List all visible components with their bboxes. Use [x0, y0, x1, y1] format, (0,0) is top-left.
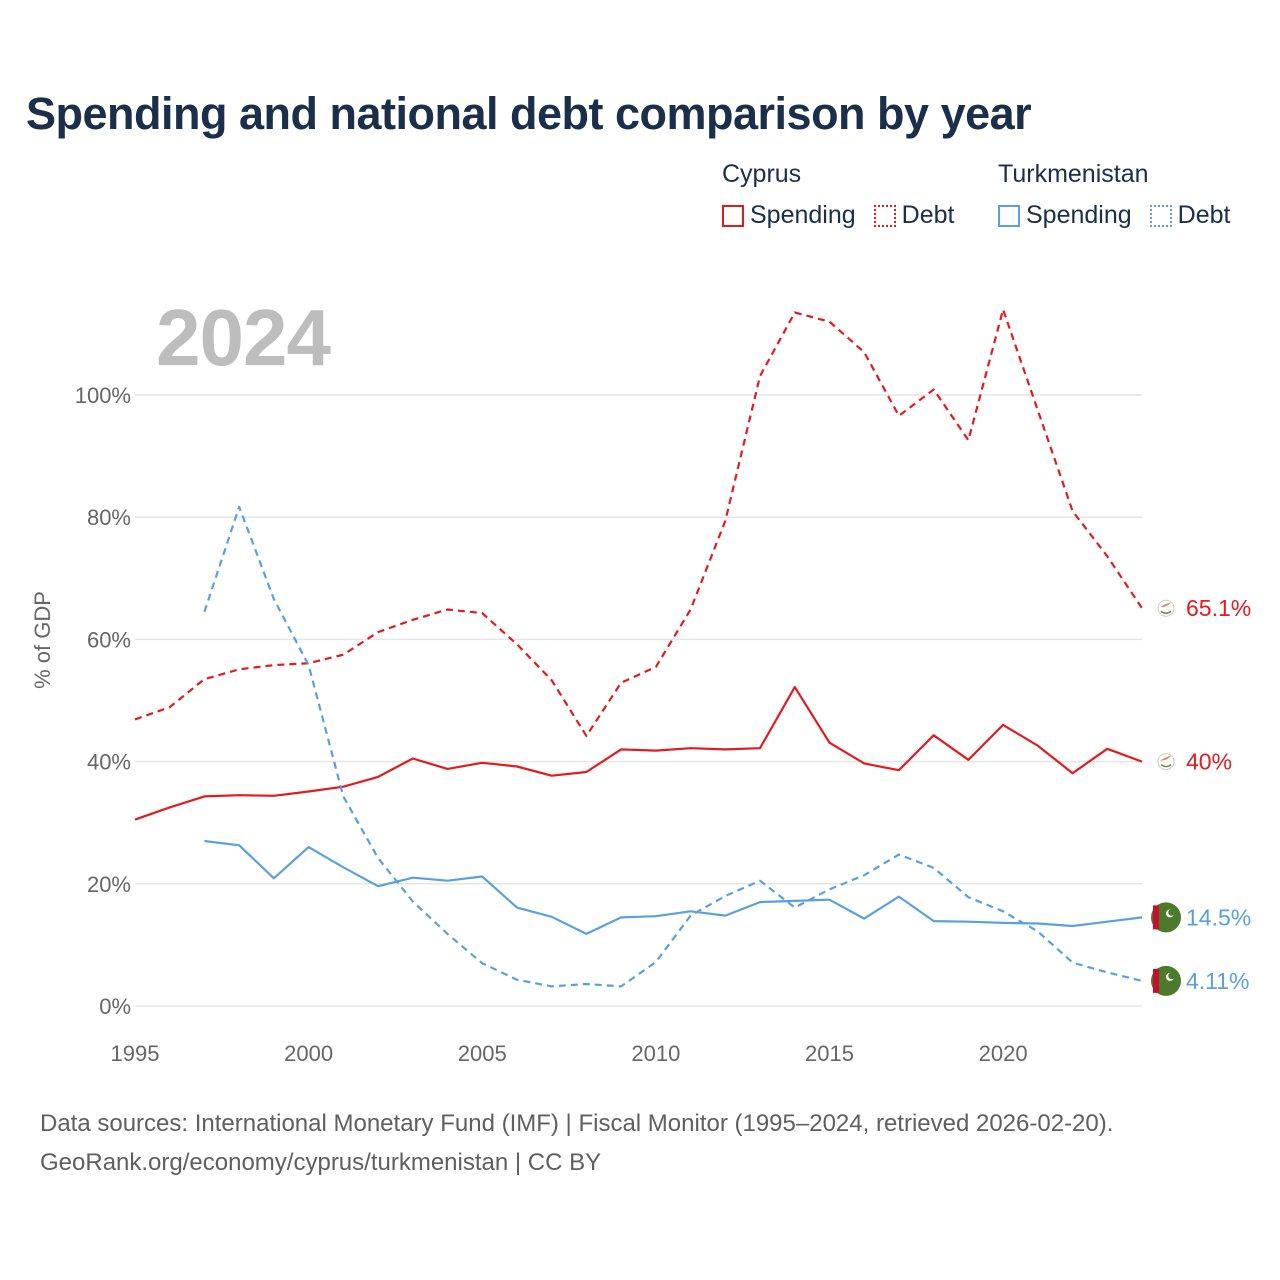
current-year-label: 2024 — [156, 293, 331, 382]
source-line-1: Data sources: International Monetary Fun… — [40, 1110, 1114, 1137]
legend-swatch-dotted — [1149, 204, 1172, 227]
y-tick-label: 100% — [75, 383, 131, 408]
end-label-cyprus-spending: 40% — [1186, 749, 1232, 775]
legend-item-label: Debt — [1177, 201, 1231, 229]
x-tick-label: 2015 — [805, 1041, 854, 1066]
x-tick-label: 1995 — [111, 1041, 160, 1066]
series-line-turkmenistan-debt — [203, 505, 1143, 988]
legend-item-label: Spending — [750, 201, 856, 229]
cyprus-flag-icon — [1160, 755, 1171, 761]
turkmenistan-flag-icon — [1168, 972, 1175, 980]
legend-item-turkmenistan-spending[interactable]: Spending — [998, 201, 1132, 230]
end-label-turkmenistan-spending: 14.5% — [1186, 904, 1251, 930]
end-label-turkmenistan-debt: 4.11% — [1186, 968, 1250, 994]
x-tick-label: 2020 — [979, 1041, 1028, 1066]
y-tick-label: 60% — [87, 627, 131, 652]
x-tick-label: 2010 — [631, 1041, 680, 1066]
legend-item-label: Debt — [901, 201, 955, 229]
x-tick-label: 2000 — [284, 1041, 333, 1066]
cyprus-flag-icon — [1160, 610, 1172, 614]
legend-item-turkmenistan-debt[interactable]: Debt — [1149, 201, 1231, 230]
x-tick-label: 2005 — [458, 1041, 507, 1066]
turkmenistan-flag-icon — [1153, 905, 1159, 930]
turkmenistan-flag-icon — [1153, 968, 1159, 993]
y-tick-label: 20% — [87, 872, 131, 897]
legend-group-name: Cyprus — [722, 160, 802, 188]
turkmenistan-flag-icon — [1168, 909, 1175, 916]
source-line-2: GeoRank.org/economy/cyprus/turkmenistan … — [40, 1149, 602, 1176]
source-note: Data sources: International Monetary Fun… — [40, 1104, 1113, 1182]
legend-item-cyprus-debt[interactable]: Debt — [873, 201, 955, 230]
y-tick-label: 80% — [87, 505, 131, 530]
chart-title: Spending and national debt comparison by… — [26, 88, 1032, 139]
legend-swatch-dotted — [873, 204, 896, 227]
y-tick-label: 40% — [87, 750, 131, 775]
legend-group-name: Turkmenistan — [998, 160, 1149, 188]
legend-item-label: Spending — [1026, 201, 1132, 229]
series-line-turkmenistan-spending — [204, 839, 1143, 936]
series-line-cyprus-debt — [134, 308, 1143, 738]
end-label-cyprus-debt: 65.1% — [1186, 595, 1251, 621]
y-axis-label: % of GDP — [30, 591, 55, 689]
y-tick-label: 0% — [99, 994, 131, 1019]
legend-group-turkmenistan: Turkmenistan Spending Debt — [998, 160, 1230, 230]
legend-swatch-solid — [722, 204, 744, 227]
cyprus-flag-icon — [1160, 763, 1172, 768]
series-line-cyprus-spending — [134, 685, 1143, 821]
legend-swatch-solid — [998, 204, 1020, 227]
legend-item-cyprus-spending[interactable]: Spending — [722, 201, 856, 230]
legend-group-cyprus: Cyprus Spending Debt — [722, 160, 954, 230]
cyprus-flag-icon — [1160, 602, 1171, 608]
